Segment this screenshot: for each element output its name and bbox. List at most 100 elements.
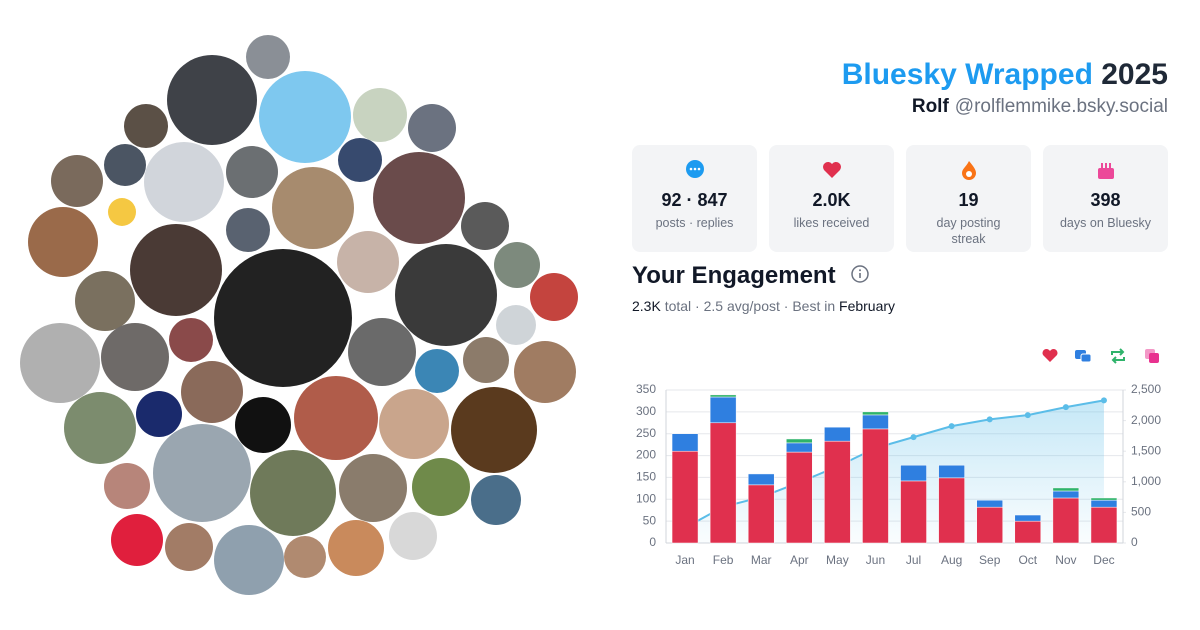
- bar-segment: [1052, 487, 1080, 492]
- legend-item[interactable]: [1075, 350, 1092, 363]
- bar-segment: [1014, 514, 1042, 522]
- legend-icon: [1080, 353, 1092, 363]
- legend-icon: [1042, 348, 1058, 362]
- bar-segment: [976, 506, 1003, 544]
- bar-segment: [747, 484, 775, 544]
- x-tick-label: Nov: [1055, 553, 1076, 567]
- section-title-text: Your Engagement: [632, 262, 836, 289]
- bar-segment: [1090, 497, 1118, 501]
- bar-segment: [824, 426, 851, 442]
- point: [1024, 412, 1031, 419]
- summary: 2.3K total · 2.5 avg/post · Best in Febr…: [632, 298, 895, 314]
- x-tick-label: May: [826, 553, 849, 567]
- engagement-chart: 0 50 100 150 200 250 300 350 0 500 1,000 1,500 2,000…: [636, 348, 1161, 567]
- x-tick-label: Jul: [906, 553, 921, 567]
- stat-value: 2.0K: [812, 190, 851, 210]
- x-tick-label: Mar: [751, 553, 772, 567]
- info-icon[interactable]: [850, 264, 870, 284]
- bar-segment: [671, 433, 699, 452]
- section-title: Your Engagement: [632, 262, 870, 290]
- bar-segment: [862, 428, 889, 544]
- bar-segment: [786, 442, 813, 453]
- y2-tick-label: 1,000: [1131, 474, 1161, 488]
- user-name: Rolf: [911, 96, 949, 117]
- stat-card: 92 · 847 posts · replies: [632, 145, 757, 252]
- y-tick-label: 0: [649, 535, 656, 549]
- point: [1100, 397, 1107, 404]
- y-tick-label: 350: [636, 382, 656, 396]
- y-tick-label: 300: [636, 404, 656, 418]
- bar-segment: [1052, 490, 1080, 499]
- x-tick-label: Aug: [941, 553, 962, 567]
- user: Rolf @rolflemmike.bsky.social: [912, 96, 1168, 118]
- y-tick-label: 50: [643, 513, 657, 527]
- bar-segment: [938, 464, 965, 479]
- avatars: [20, 35, 578, 595]
- icon: [1097, 163, 1114, 179]
- bar-segment: [824, 440, 851, 544]
- legend-item[interactable]: [1145, 349, 1159, 363]
- y2-tick-label: 2,000: [1131, 413, 1161, 427]
- bar-segment: [671, 450, 699, 544]
- stat-label: day posting streak: [936, 216, 1001, 246]
- bar-segment: [938, 477, 965, 544]
- stat-value: 19: [958, 190, 979, 210]
- y-tick-label: 250: [636, 426, 656, 440]
- y2-tick-label: 0: [1131, 535, 1138, 549]
- bar-segment: [900, 464, 927, 482]
- x-tick-label: Feb: [713, 553, 734, 567]
- legend-icon: [1149, 353, 1159, 363]
- bar-segment: [976, 499, 1003, 508]
- bar-segment: [709, 394, 737, 398]
- stat-label: likes received: [793, 216, 870, 230]
- bar-segment: [709, 396, 737, 424]
- point: [986, 416, 993, 423]
- y2-tick-label: 2,500: [1131, 382, 1161, 396]
- best-month: February: [839, 298, 896, 314]
- year: 2025: [1101, 58, 1168, 91]
- user-handle: @rolflemmike.bsky.social: [954, 96, 1168, 117]
- area: [685, 400, 1104, 543]
- y2-tick-label: 500: [1131, 505, 1151, 519]
- x-tick-label: Dec: [1093, 553, 1114, 567]
- bar-segment: [1090, 499, 1118, 508]
- point: [948, 423, 955, 430]
- y-tick-label: 200: [636, 448, 656, 462]
- legend-item[interactable]: [1111, 348, 1125, 364]
- bar-segment: [1052, 497, 1080, 544]
- stat-card: 19 day posting streak: [906, 145, 1031, 252]
- stat-card: 398 days on Bluesky: [1043, 145, 1168, 252]
- stat-card: 2.0K likes received: [769, 145, 894, 252]
- stat-value: 398: [1090, 190, 1121, 210]
- bar-segment: [1014, 520, 1042, 544]
- icon: [822, 162, 841, 178]
- bar-segment: [786, 451, 813, 544]
- bar-segment: [1090, 506, 1118, 544]
- title: Bluesky Wrapped 2025: [842, 58, 1168, 92]
- point: [1062, 404, 1069, 411]
- stat-label: days on Bluesky: [1059, 216, 1152, 230]
- total: 2.3K: [632, 298, 661, 314]
- stat-label: posts · replies: [655, 216, 734, 230]
- x-tick-label: Sep: [979, 553, 1001, 567]
- x-tick-label: Jun: [866, 553, 885, 567]
- y2-tick-label: 1,500: [1131, 443, 1161, 457]
- bar-segment: [900, 480, 927, 544]
- point: [910, 434, 917, 441]
- title-text: Bluesky Wrapped: [841, 58, 1093, 91]
- stat-value: 92 · 847: [661, 190, 728, 210]
- x-tick-label: Oct: [1018, 553, 1037, 567]
- legend-item[interactable]: [1042, 348, 1058, 362]
- legend-icon: [1111, 348, 1125, 364]
- icon: [685, 160, 704, 178]
- icon: [961, 161, 976, 180]
- x-tick-label: Jan: [675, 553, 694, 567]
- y-tick-label: 100: [636, 491, 656, 505]
- bar-segment: [747, 473, 775, 486]
- x-tick-label: Apr: [790, 553, 809, 567]
- bar-segment: [862, 411, 889, 416]
- bar-segment: [709, 422, 737, 544]
- summary-text: total · 2.5 avg/post · Best in: [664, 298, 836, 314]
- y-tick-label: 150: [636, 470, 656, 484]
